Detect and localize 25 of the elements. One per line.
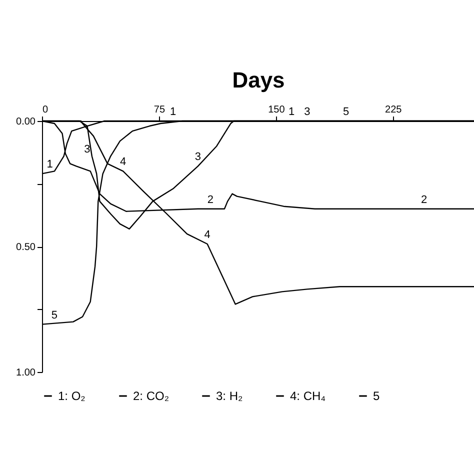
annotation: 3 <box>84 144 90 156</box>
legend-label: 2: CO₂ <box>133 389 170 403</box>
legend-label: 5 <box>373 389 380 403</box>
annotation: 3 <box>194 151 202 164</box>
annotation: 1 <box>288 106 295 118</box>
annotation: 1 <box>170 106 176 118</box>
y-tick-label: 1.00 <box>16 368 36 378</box>
annotation: 4 <box>120 156 126 168</box>
annotation: 2 <box>421 194 428 206</box>
legend-label: 3: H₂ <box>216 389 244 403</box>
x-tick-label: 0 <box>42 104 48 116</box>
x-axis-title: Days <box>232 68 285 92</box>
y-tick-label: 0.50 <box>16 242 36 253</box>
legend-label: 1: O₂ <box>58 389 86 403</box>
annotation: 2 <box>207 194 214 206</box>
y-tick-label: 0.00 <box>16 116 36 128</box>
annotation: 5 <box>51 309 58 322</box>
annotation: 1 <box>46 158 53 171</box>
x-tick-label: 225 <box>385 104 402 116</box>
x-tick-label: 150 <box>268 104 286 116</box>
x-tick-label: 75 <box>154 104 166 116</box>
annotation: 4 <box>204 228 210 241</box>
annotation: 3 <box>304 106 310 118</box>
legend-label: 4: CH₄ <box>290 389 326 403</box>
annotation: 5 <box>343 106 350 118</box>
